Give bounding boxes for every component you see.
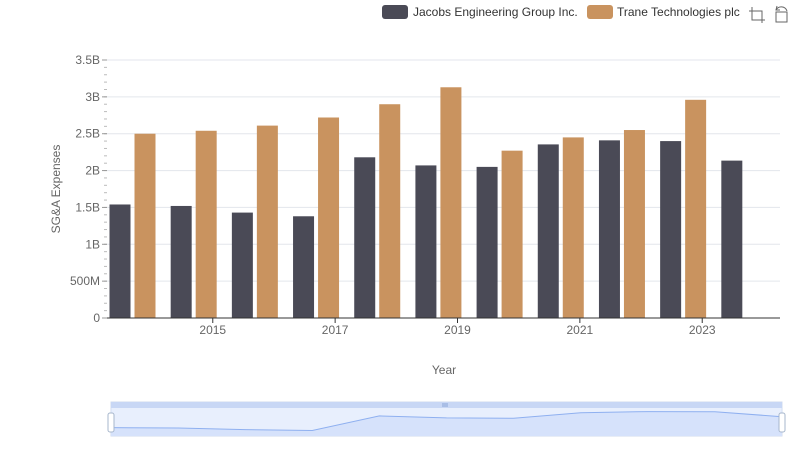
y-tick-label: 0 <box>93 311 100 325</box>
bar-trane-2023 <box>685 99 707 318</box>
legend-item-trane[interactable]: Trane Technologies plc <box>587 5 740 19</box>
legend-swatch-jacobs <box>382 5 408 19</box>
y-axis-title: SG&A Expenses <box>49 145 63 234</box>
navigator-bar-grip <box>442 403 448 407</box>
y-tick-label: 1.5B <box>75 200 100 214</box>
bar-jacobs-2024 <box>721 160 743 318</box>
legend-label-jacobs: Jacobs Engineering Group Inc. <box>413 5 578 19</box>
bar-trane-2017 <box>318 117 340 318</box>
y-axis-ticks: 0 500M 1B 1.5B 2B 2.5B 3B 3.5B <box>70 53 107 325</box>
navigator-right-handle[interactable] <box>778 412 786 433</box>
data-zoom-navigator[interactable] <box>107 401 786 437</box>
bar-jacobs-2014 <box>109 204 131 318</box>
bar-trane-2022 <box>623 130 645 318</box>
bar-jacobs-2018 <box>354 157 376 318</box>
bar-trane-2021 <box>562 137 584 318</box>
y-tick-label: 2B <box>85 164 100 178</box>
zoom-icon[interactable] <box>748 7 765 23</box>
y-tick-label: 3.5B <box>75 53 100 67</box>
bar-jacobs-2023 <box>660 141 682 318</box>
bar-trane-2018 <box>379 104 401 318</box>
x-axis-title: Year <box>432 363 456 377</box>
x-tick-label: 2017 <box>322 323 349 337</box>
x-tick-label: 2023 <box>689 323 716 337</box>
bar-jacobs-2016 <box>231 212 253 318</box>
y-tick-label: 1B <box>85 237 100 251</box>
x-tick-label: 2015 <box>199 323 226 337</box>
bar-jacobs-2015 <box>170 205 192 318</box>
bar-jacobs-2019 <box>415 165 437 318</box>
bar-trane-2019 <box>440 87 462 318</box>
navigator-area <box>111 411 782 436</box>
y-minor-ticks <box>104 59 107 319</box>
restore-icon[interactable] <box>775 5 788 23</box>
y-tick-label: 500M <box>70 274 100 288</box>
legend-item-jacobs[interactable]: Jacobs Engineering Group Inc. <box>382 5 578 19</box>
bar-jacobs-2022 <box>598 140 620 318</box>
x-tick-label: 2019 <box>444 323 471 337</box>
bar-jacobs-2021 <box>537 144 559 318</box>
navigator-left-handle[interactable] <box>107 412 115 433</box>
legend-label-trane: Trane Technologies plc <box>617 5 740 19</box>
bar-trane-2015 <box>195 130 217 318</box>
navigator-line <box>110 411 783 432</box>
bar-trane-2020 <box>501 150 523 318</box>
x-tick-label: 2021 <box>567 323 594 337</box>
y-tick-label: 2.5B <box>75 127 100 141</box>
bar-jacobs-2020 <box>476 166 498 318</box>
bars <box>109 87 743 318</box>
legend-swatch-trane <box>587 5 613 19</box>
bar-jacobs-2017 <box>293 216 315 318</box>
bar-trane-2016 <box>256 125 278 318</box>
y-tick-label: 3B <box>85 90 100 104</box>
bar-trane-2014 <box>134 133 156 318</box>
x-axis-ticks: 2015 2017 2019 2021 2023 <box>199 318 716 337</box>
legend: Jacobs Engineering Group Inc. Trane Tech… <box>382 5 740 19</box>
